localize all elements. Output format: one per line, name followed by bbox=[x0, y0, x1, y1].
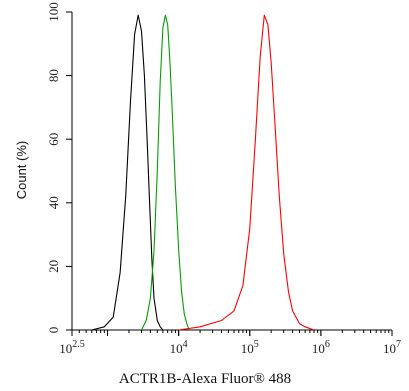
y-axis-ticks: 0 20 40 60 80 100 bbox=[46, 2, 72, 333]
y-tick-label: 80 bbox=[46, 69, 61, 82]
y-tick-label: 100 bbox=[46, 2, 61, 22]
y-tick-label: 60 bbox=[46, 133, 61, 146]
x-tick-label: 102.5 bbox=[59, 339, 85, 356]
y-axis-title: Count (%) bbox=[14, 141, 29, 200]
y-tick-label: 0 bbox=[46, 327, 61, 334]
y-tick-label: 40 bbox=[46, 196, 61, 209]
histogram-series-1 bbox=[91, 14, 164, 331]
histogram-series-3 bbox=[178, 14, 315, 331]
x-tick-label: 107 bbox=[383, 339, 401, 356]
plot-frame bbox=[71, 12, 392, 331]
series-layer bbox=[91, 14, 315, 331]
y-tick-label: 20 bbox=[46, 260, 61, 273]
x-axis-title: ACTR1B-Alexa Fluor® 488 bbox=[119, 371, 291, 387]
x-axis-ticks: 102.5 104 105 106 107 bbox=[59, 330, 401, 356]
histogram-series-2 bbox=[141, 14, 190, 331]
x-tick-label: 104 bbox=[170, 339, 188, 356]
x-tick-label: 106 bbox=[312, 339, 330, 356]
x-tick-label: 105 bbox=[241, 339, 259, 356]
